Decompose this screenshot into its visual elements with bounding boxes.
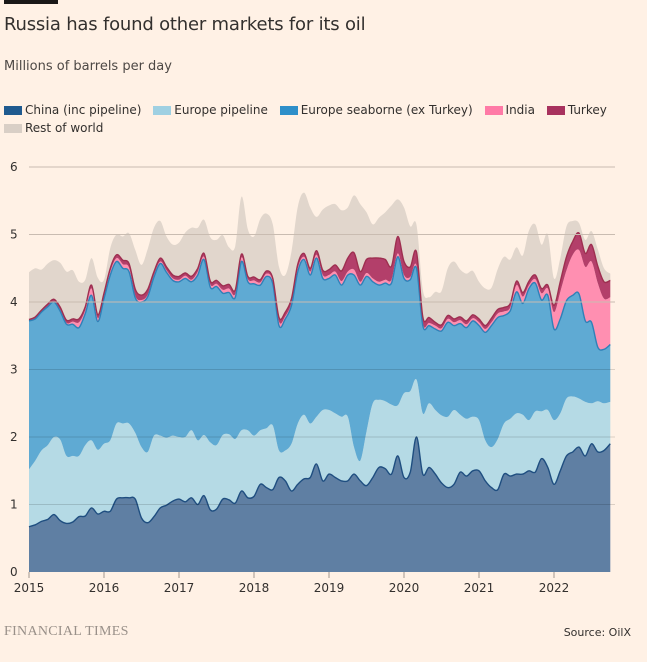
y-axis: 0 1 2 3 4 5 6 <box>10 160 18 579</box>
y-tick-label: 6 <box>10 160 18 174</box>
x-tick-label: 2015 <box>14 581 45 595</box>
gridlines <box>29 166 615 505</box>
x-tick-label: 2018 <box>239 581 270 595</box>
chart-subtitle: Millions of barrels per day <box>4 59 172 74</box>
x-tick-label: 2017 <box>164 581 195 595</box>
x-tick-label: 2022 <box>539 581 570 595</box>
legend-label: Turkey <box>567 103 607 117</box>
legend-item-china: China (inc pipeline) <box>4 102 141 119</box>
legend: China (inc pipeline) Europe pipeline Eur… <box>4 102 624 138</box>
legend-label: India <box>505 103 535 117</box>
legend-item-india: India <box>484 102 535 119</box>
stacked-area-chart: 0 1 2 3 4 5 6 2015 2016 2017 2018 2019 2020 2021 2022 <box>10 160 615 595</box>
line-europe-seaborne-ex-turkey <box>28 256 611 351</box>
area-europe-seaborne-ex-turkey <box>29 256 611 470</box>
legend-item-rest-of-world: Rest of world <box>4 120 103 137</box>
x-tick-label: 2019 <box>314 581 345 595</box>
x-tick-label: 2021 <box>464 581 495 595</box>
legend-swatch <box>484 106 503 115</box>
ft-top-rule <box>4 0 58 4</box>
area-china-inc-pipeline <box>29 436 611 572</box>
x-tick-label: 2020 <box>389 581 420 595</box>
legend-label: China (inc pipeline) <box>25 103 142 117</box>
y-tick-label: 3 <box>10 363 18 377</box>
line-china-inc-pipeline <box>28 436 611 528</box>
legend-swatch <box>4 124 22 133</box>
area-layers <box>29 192 611 572</box>
series-outlines <box>28 232 611 528</box>
legend-swatch <box>153 106 172 115</box>
y-tick-label: 4 <box>10 295 18 309</box>
source-note: Source: OilX <box>563 626 631 639</box>
y-tick-label: 2 <box>10 430 18 444</box>
y-tick-label: 5 <box>10 228 18 242</box>
area-europe-pipeline <box>29 378 611 527</box>
ft-logo: FINANCIAL TIMES <box>4 624 129 639</box>
x-tick-label: 2016 <box>89 581 120 595</box>
legend-item-europe-pipeline: Europe pipeline <box>153 102 268 119</box>
legend-swatch <box>546 106 565 115</box>
legend-label: Rest of world <box>25 121 104 135</box>
legend-item-turkey: Turkey <box>546 102 607 119</box>
legend-swatch <box>4 106 22 115</box>
x-axis: 2015 2016 2017 2018 2019 2020 2021 2022 <box>14 572 570 595</box>
legend-label: Europe pipeline <box>174 103 268 117</box>
legend-swatch <box>279 106 298 115</box>
y-tick-label: 0 <box>10 565 18 579</box>
y-tick-label: 1 <box>10 498 18 512</box>
legend-item-europe-seaborne: Europe seaborne (ex Turkey) <box>279 102 473 119</box>
chart-title: Russia has found other markets for its o… <box>4 14 366 35</box>
area-india <box>29 249 611 351</box>
line-turkey <box>28 232 611 327</box>
legend-label: Europe seaborne (ex Turkey) <box>300 103 473 117</box>
